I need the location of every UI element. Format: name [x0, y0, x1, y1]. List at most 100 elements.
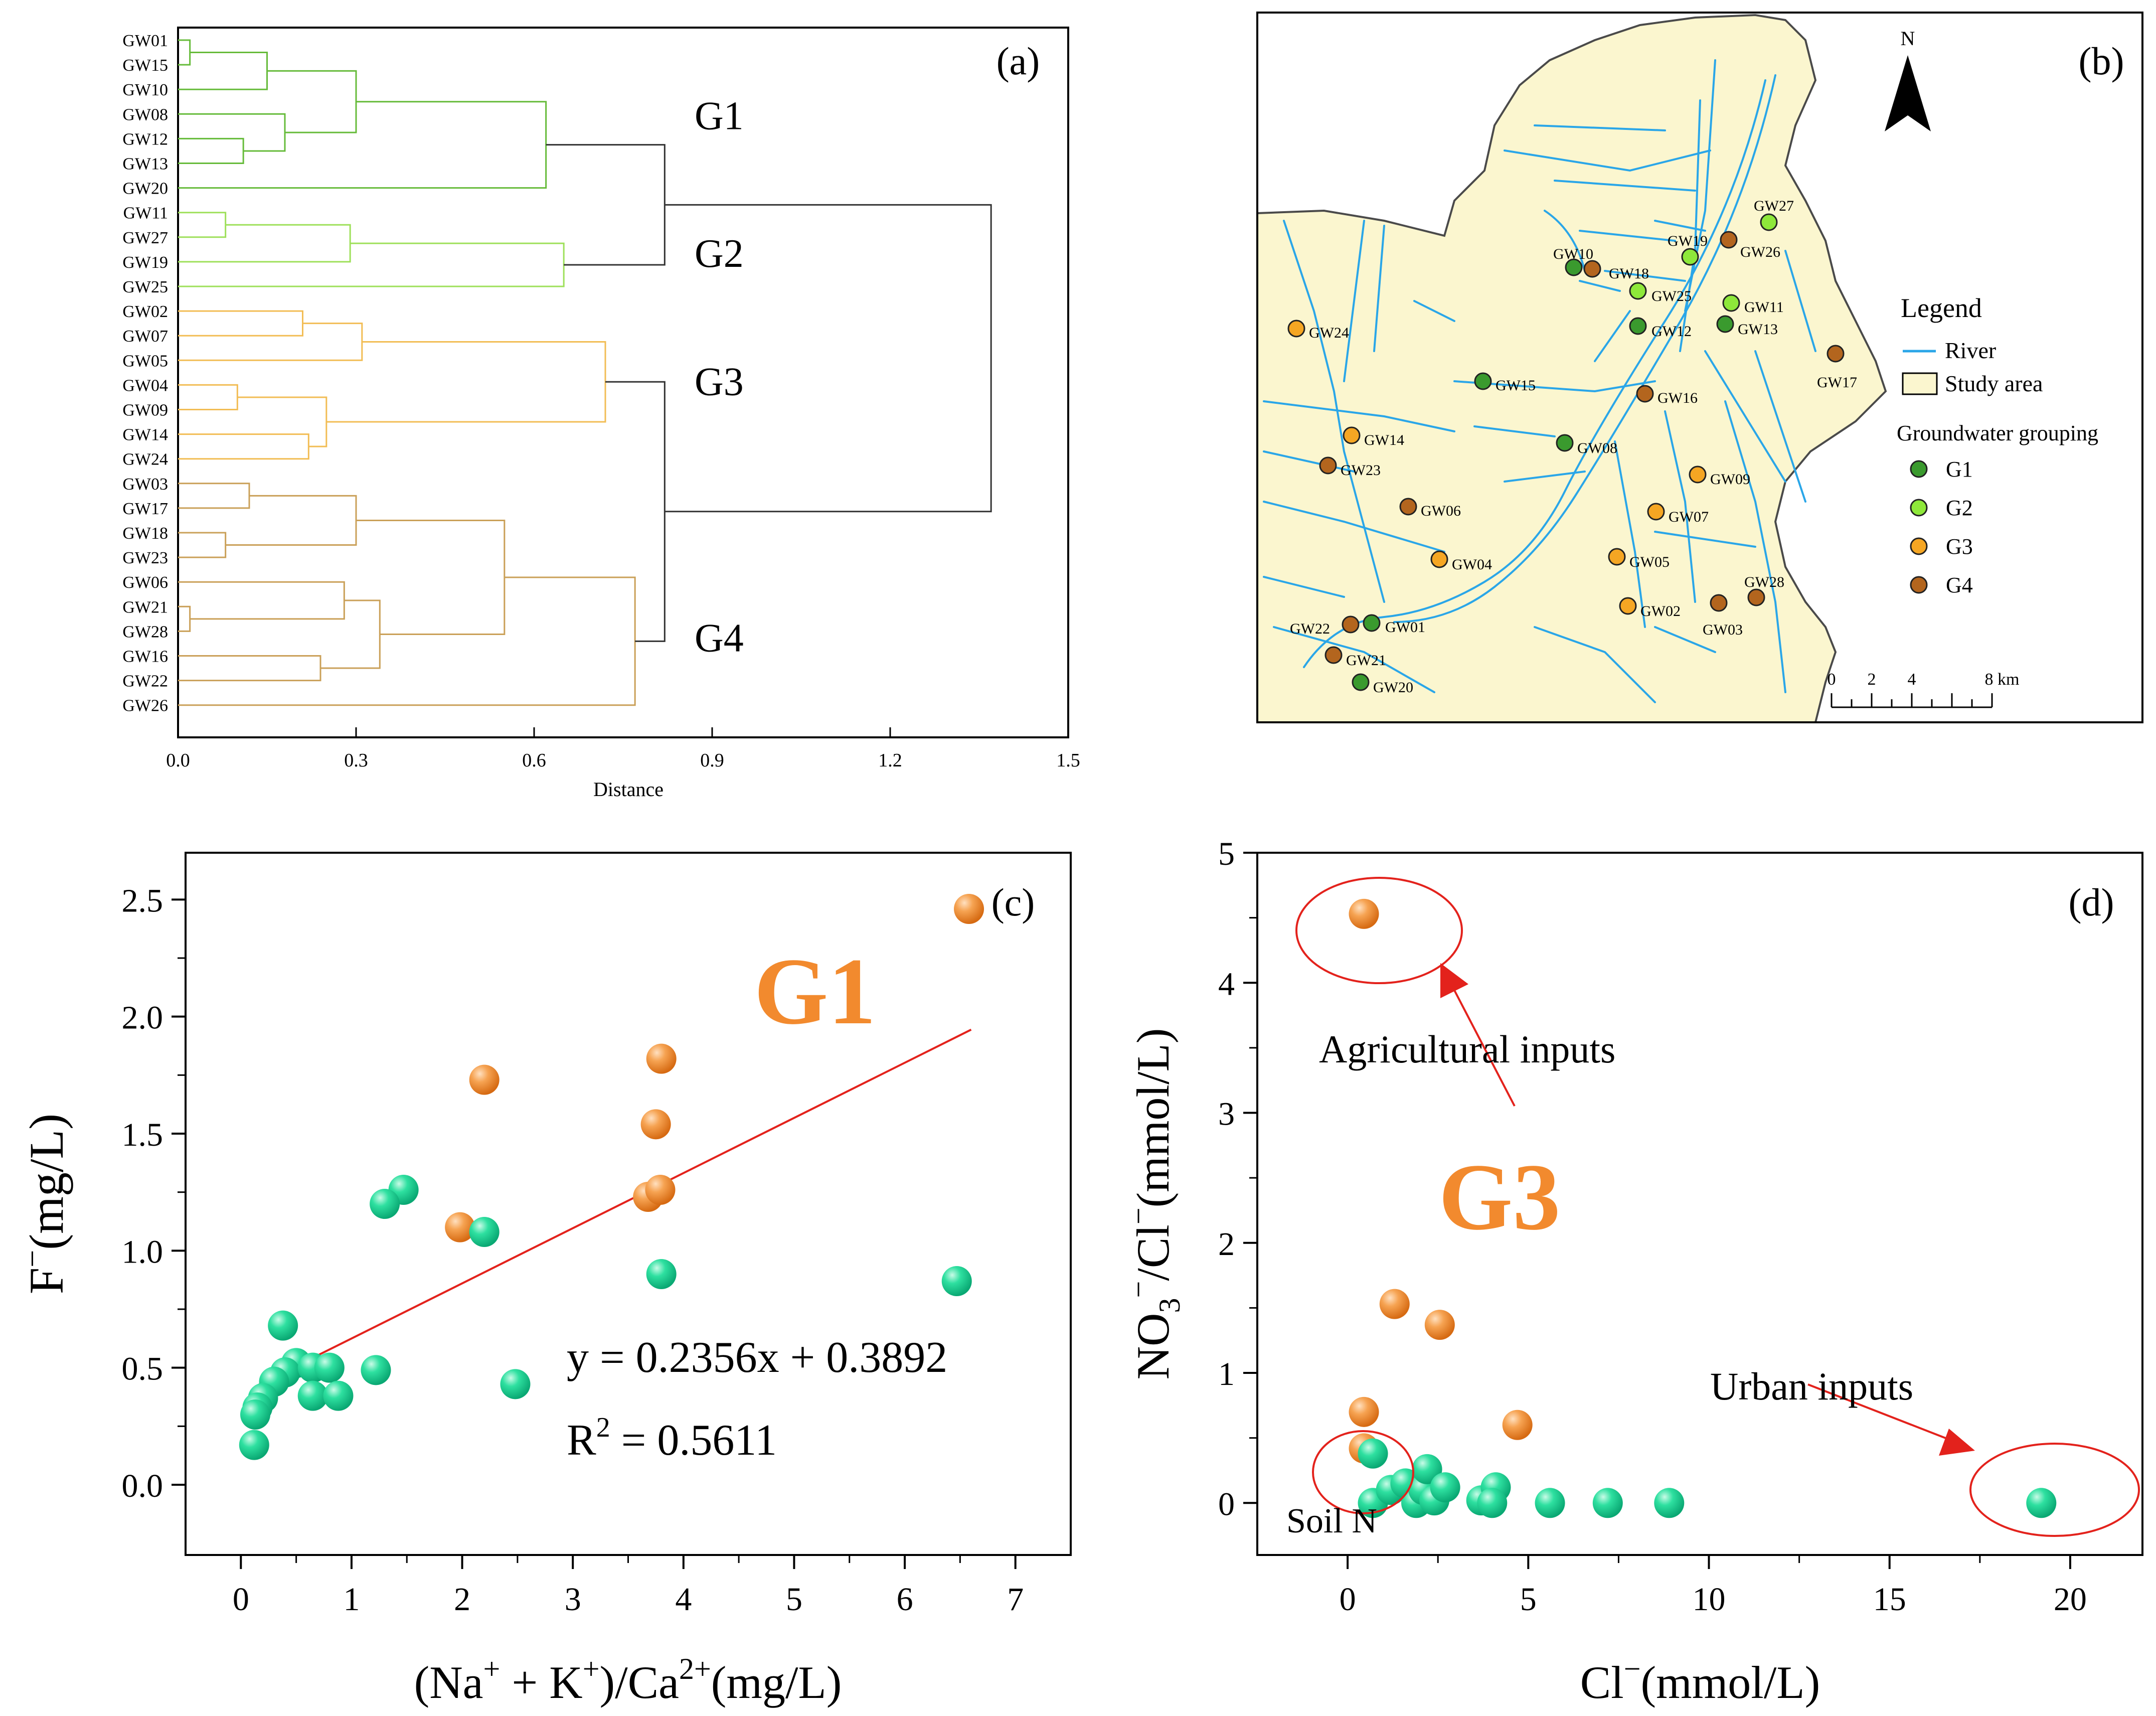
well-label: GW20 [1373, 679, 1413, 696]
y-tick-label: 1.5 [122, 1117, 163, 1153]
x-tick-label: 0 [1340, 1581, 1356, 1618]
soil-n-ellipse [1312, 1430, 1414, 1514]
well-marker [1343, 426, 1361, 444]
dendrogram-x-ticks: 0.0 0.3 0.6 0.9 1.2 1.5 [166, 727, 1080, 771]
well-marker [1399, 498, 1417, 516]
dendrogram-leaf-labels: GW01 GW15 GW10 GW08 GW12 GW13 GW20 GW11 GW27 GW19… [122, 32, 168, 715]
dendrogram-link [178, 113, 286, 152]
x-tick-label: 4 [675, 1581, 692, 1618]
scatter-point [646, 1259, 677, 1289]
dendrogram-leaf-label: GW28 [122, 622, 168, 641]
dendrogram-link [178, 52, 268, 90]
urban-arrow [1807, 1383, 1956, 1443]
scatter-point [646, 1043, 677, 1074]
legend-group-marker [1910, 499, 1928, 517]
scatter-point [1502, 1410, 1533, 1440]
well-label: GW16 [1657, 390, 1698, 406]
panel-a-label: (a) [997, 39, 1040, 83]
dendrogram-link [237, 396, 327, 447]
x-tick-label: 0 [233, 1581, 249, 1618]
scatter-point [314, 1352, 345, 1383]
north-arrow: N [1885, 27, 1931, 131]
dendrogram-leaf-label: GW05 [122, 352, 168, 370]
legend-group-label: G2 [1946, 496, 1973, 520]
well-marker [1681, 248, 1699, 266]
well-marker [1629, 282, 1647, 300]
x-tick-label: 10 [1693, 1581, 1726, 1618]
y-tick-label: 2.0 [122, 1000, 163, 1036]
scatter-point [954, 894, 984, 924]
legend-title: Legend [1901, 293, 1982, 323]
x-tick-label: 0.3 [344, 750, 368, 771]
well-marker [1710, 594, 1728, 612]
well-marker [1689, 465, 1707, 484]
scatter-point [1349, 898, 1379, 929]
panel-c-x-axis-label: (Na+ + K+)/Ca2+(mg/L) [414, 1652, 842, 1708]
well-marker [1287, 320, 1305, 338]
dendrogram-leaf-label: GW21 [122, 598, 168, 616]
urban-inputs-label: Urban inputs [1710, 1364, 1913, 1408]
dendrogram-leaf-label: GW14 [122, 426, 168, 444]
dendrogram-group-label: G3 [695, 360, 744, 404]
dendrogram-link [178, 483, 250, 509]
well-marker [1636, 385, 1654, 403]
well-marker [1647, 503, 1665, 521]
well-label: GW27 [1754, 198, 1794, 214]
map-legend: Legend River Study area Groundwater grou… [1897, 293, 2098, 597]
dendrogram-leaf-label: GW11 [123, 204, 168, 223]
scatter-point [941, 1266, 972, 1296]
well-label: GW01 [1385, 619, 1425, 636]
scatter-point [1592, 1488, 1623, 1518]
dendrogram-link [267, 70, 357, 133]
well-label: GW28 [1744, 574, 1784, 590]
legend-group-marker [1910, 576, 1928, 594]
legend-grouping-title: Groundwater grouping [1897, 421, 2098, 445]
y-tick-label: 2 [1218, 1226, 1235, 1263]
legend-group-label: G1 [1946, 457, 1973, 482]
well-label: GW12 [1651, 323, 1692, 340]
panel-c-label: (c) [991, 880, 1035, 924]
scatter-point [240, 1399, 270, 1430]
scatter-point [445, 1212, 475, 1242]
legend-group-marker [1910, 537, 1928, 555]
y-tick-label: 0 [1218, 1486, 1235, 1522]
dendrogram-link [665, 204, 992, 513]
well-marker [1629, 317, 1647, 335]
panel-d-group-title: G3 [1439, 1145, 1561, 1250]
scatter-point [640, 1109, 671, 1140]
dendrogram-leaf-label: GW09 [122, 401, 168, 420]
y-tick-label: 1.0 [122, 1233, 163, 1270]
panel-a-frame [177, 27, 1069, 738]
panel-c-ticks: 0 1 2 3 4 5 6 7 0.0 0.5 1.0 1.5 2.0 2.5 [122, 882, 1024, 1618]
scale-bar-label: 0 [1828, 670, 1836, 689]
legend-study-area-label: Study area [1945, 371, 2043, 396]
well-label: GW13 [1738, 321, 1778, 338]
x-tick-label: 0.6 [522, 750, 546, 771]
panel-b-frame [1256, 12, 2143, 723]
y-tick-label: 5 [1218, 836, 1235, 872]
dendrogram-link [178, 39, 191, 66]
well-label: GW06 [1421, 503, 1461, 519]
well-label: GW02 [1640, 603, 1681, 619]
panel-c-y-axis-label: F−(mg/L) [16, 1114, 73, 1294]
scatter-point [1358, 1438, 1388, 1469]
panel-d-ticks: 0 5 10 15 20 0 1 2 3 4 5 [1218, 836, 2087, 1618]
panel-c-scatter: (c) G1 0 1 2 3 4 5 6 7 0.0 0.5 1.0 1.5 2.0 2.5 y = 0.… [16, 852, 1072, 1708]
panel-d-label: (d) [2069, 880, 2114, 924]
legend-river-label: River [1945, 338, 1996, 363]
legend-group-entries: G1 G2 G3 G4 [1910, 457, 1973, 597]
x-tick-label: 5 [1520, 1581, 1537, 1618]
regression-line [255, 1028, 972, 1387]
well-marker [1556, 434, 1574, 452]
dendrogram-group-labels: G1 G2 G3 G4 [695, 94, 744, 660]
scatter-point [645, 1175, 676, 1205]
x-tick-label: 0.9 [700, 750, 724, 771]
well-label: GW24 [1309, 325, 1349, 341]
x-tick-label: 2 [454, 1581, 470, 1618]
x-tick-label: 1.2 [878, 750, 902, 771]
well-marker [1619, 597, 1637, 615]
well-label: GW21 [1346, 652, 1386, 669]
dendrogram-leaf-label: GW06 [122, 573, 168, 592]
dendrogram-link [356, 519, 506, 636]
